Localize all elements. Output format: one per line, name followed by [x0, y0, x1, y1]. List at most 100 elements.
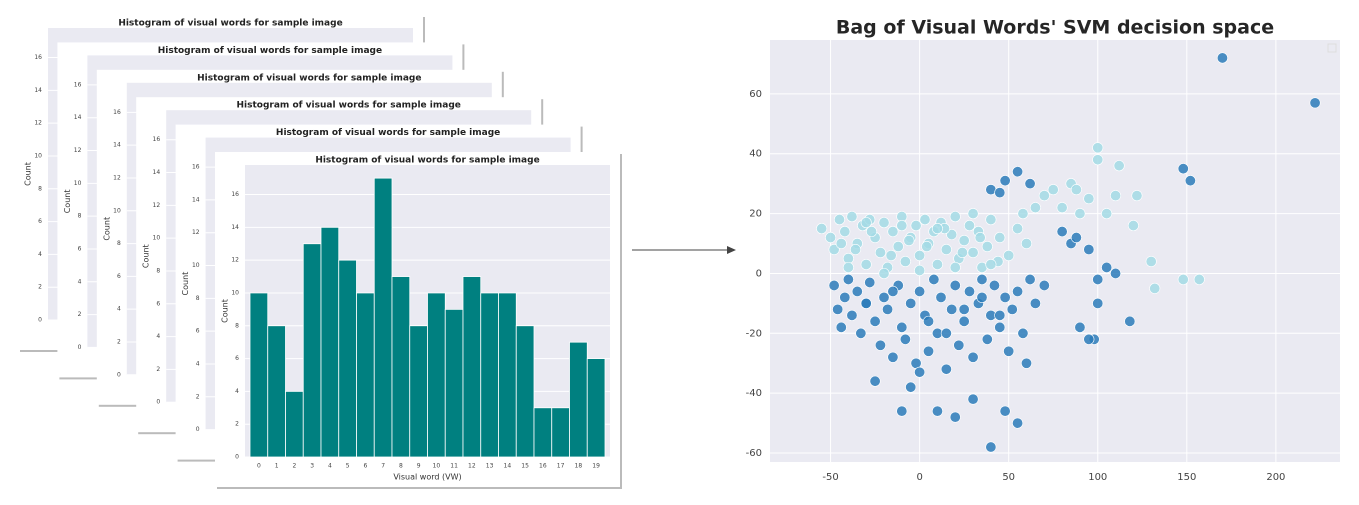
point: [994, 232, 1006, 244]
y-tick-label: 2: [117, 338, 121, 345]
bar: [533, 407, 553, 458]
point: [878, 291, 890, 303]
point: [905, 381, 917, 393]
point: [985, 441, 997, 453]
x-tick-label: 0: [916, 472, 922, 483]
point: [855, 327, 867, 339]
x-tick-label: 15: [521, 463, 529, 470]
y-tick-label: 6: [117, 273, 121, 280]
point: [866, 226, 878, 238]
y-axis-label: Count: [24, 162, 33, 186]
point: [842, 273, 854, 285]
point: [949, 261, 961, 273]
bar: [409, 325, 428, 458]
point: [994, 187, 1006, 199]
point: [931, 258, 943, 270]
hist-title: Histogram of visual words for sample ima…: [276, 128, 500, 138]
bar: [356, 292, 375, 458]
point: [874, 246, 886, 258]
y-tick-label: 6: [78, 245, 82, 252]
y-tick-label: 10: [74, 180, 82, 187]
point: [1092, 297, 1104, 309]
point: [974, 232, 986, 244]
point: [958, 315, 970, 327]
point: [949, 279, 961, 291]
point: [1074, 321, 1086, 333]
point: [839, 291, 851, 303]
hist-title: Histogram of visual words for sample ima…: [237, 101, 461, 111]
point: [985, 258, 997, 270]
y-tick-label: 0: [78, 344, 82, 351]
bar: [302, 243, 322, 458]
y-tick-label: -40: [746, 388, 762, 399]
y-tick-label: 16: [192, 164, 200, 171]
x-tick-label: 150: [1177, 472, 1196, 483]
x-tick-label: 6: [363, 463, 367, 470]
point: [828, 244, 840, 256]
x-axis-label: Visual word (VW): [393, 473, 461, 482]
y-tick-label: 20: [749, 209, 762, 220]
x-tick-label: 9: [417, 463, 421, 470]
point: [1113, 160, 1125, 172]
y-tick-label: 16: [74, 81, 82, 88]
bar: [391, 276, 411, 458]
x-tick-label: 17: [557, 463, 565, 470]
point: [914, 264, 926, 276]
y-tick-label: 8: [38, 185, 42, 192]
x-tick-label: 5: [346, 463, 350, 470]
point: [953, 339, 965, 351]
point: [835, 321, 847, 333]
point: [849, 244, 861, 256]
x-tick-label: 7: [381, 463, 385, 470]
point: [878, 267, 890, 279]
point: [1131, 190, 1143, 202]
point: [887, 285, 899, 297]
point: [892, 241, 904, 253]
point: [1083, 333, 1095, 345]
point: [842, 261, 854, 273]
point: [949, 411, 961, 423]
x-tick-label: 10: [433, 463, 441, 470]
point: [896, 220, 908, 232]
point: [985, 214, 997, 226]
y-tick-label: 12: [192, 229, 200, 236]
point: [1012, 166, 1024, 178]
x-tick-label: 100: [1088, 472, 1107, 483]
x-tick-label: -50: [822, 472, 838, 483]
y-tick-label: -60: [746, 448, 762, 459]
point: [1110, 267, 1122, 279]
point: [869, 315, 881, 327]
y-tick-label: 16: [113, 109, 121, 116]
y-tick-label: 16: [153, 136, 161, 143]
point: [1020, 357, 1032, 369]
y-axis-label: Count: [142, 244, 151, 268]
point: [860, 297, 872, 309]
y-tick-label: 2: [196, 393, 200, 400]
point: [896, 321, 908, 333]
y-tick-label: 4: [38, 251, 42, 258]
point: [946, 229, 958, 241]
point: [949, 211, 961, 223]
bar: [551, 407, 570, 458]
point: [882, 303, 894, 315]
y-tick-label: 10: [231, 289, 239, 296]
y-tick-label: 2: [235, 421, 239, 428]
point: [928, 273, 940, 285]
y-tick-label: 16: [231, 191, 239, 198]
point: [921, 241, 933, 253]
y-axis-label: Count: [102, 217, 111, 241]
point: [1110, 190, 1122, 202]
y-tick-label: 12: [74, 147, 82, 154]
y-tick-label: 12: [153, 202, 161, 209]
y-tick-label: 8: [196, 295, 200, 302]
y-tick-label: 4: [156, 333, 160, 340]
point: [1101, 208, 1113, 220]
point: [1083, 193, 1095, 205]
bar: [338, 259, 357, 458]
point: [899, 255, 911, 267]
point: [923, 345, 935, 357]
x-tick-label: 16: [539, 463, 547, 470]
y-tick-label: 40: [749, 149, 762, 160]
bar: [515, 325, 535, 458]
x-tick-label: 12: [468, 463, 476, 470]
